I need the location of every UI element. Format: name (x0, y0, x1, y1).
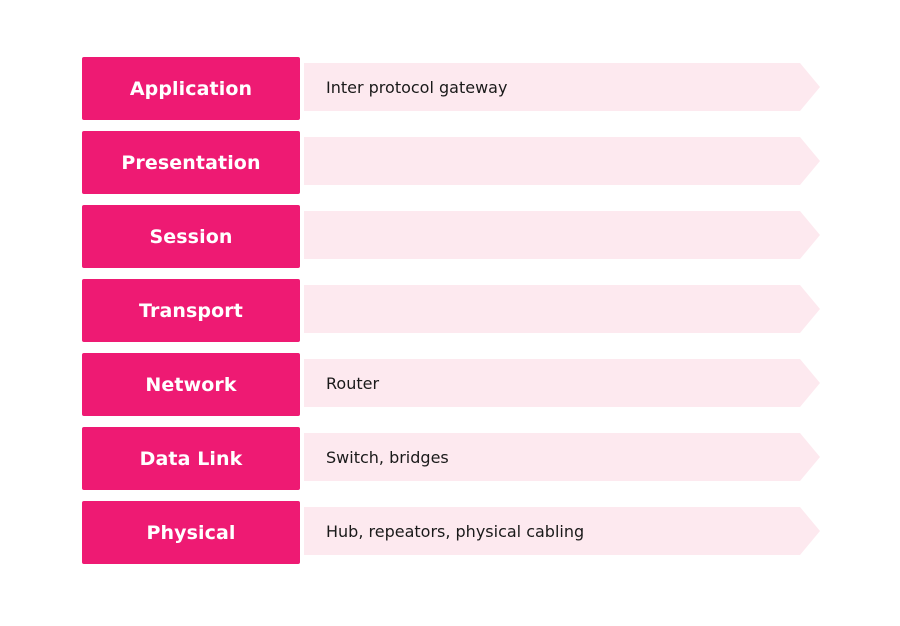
layer-description-application: Inter protocol gateway (326, 77, 508, 97)
layer-arrow-physical (304, 507, 820, 555)
layer-description-physical: Hub, repeators, physical cabling (326, 521, 585, 541)
layer-arrow-transport (304, 285, 820, 333)
layer-label-application: Application (82, 57, 300, 120)
layer-label-network: Network (82, 353, 300, 416)
osi-layer-diagram: Application Inter protocol gateway Prese… (82, 57, 822, 564)
layer-row-session: Session (82, 205, 822, 268)
layer-label-data-link: Data Link (82, 427, 300, 490)
layer-row-presentation: Presentation (82, 131, 822, 194)
layer-row-data-link: Data Link Switch, bridges (82, 427, 822, 490)
layer-description-network: Router (326, 373, 380, 393)
layer-arrow-presentation (304, 137, 820, 185)
layer-row-physical: Physical Hub, repeators, physical cablin… (82, 501, 822, 564)
layer-row-transport: Transport (82, 279, 822, 342)
layer-arrow-session (304, 211, 820, 259)
layer-arrow-application (304, 63, 820, 111)
layer-label-transport: Transport (82, 279, 300, 342)
layer-row-application: Application Inter protocol gateway (82, 57, 822, 120)
layer-arrow-data-link (304, 433, 820, 481)
layer-arrow-network (304, 359, 820, 407)
layer-label-physical: Physical (82, 501, 300, 564)
layer-label-presentation: Presentation (82, 131, 300, 194)
layer-row-network: Network Router (82, 353, 822, 416)
layer-description-data-link: Switch, bridges (326, 447, 449, 467)
layer-label-session: Session (82, 205, 300, 268)
